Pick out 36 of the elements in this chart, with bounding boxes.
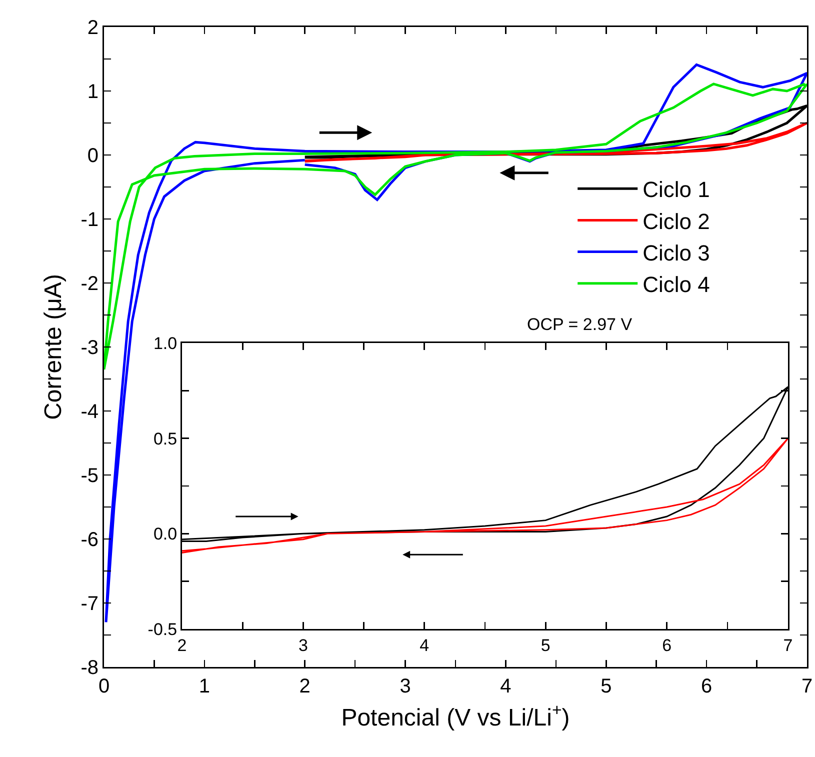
x-tick-label: 3 [400,676,411,698]
legend-label: Ciclo 3 [642,240,710,266]
line-series [104,82,807,371]
y-tick-label: 1.0 [153,334,178,353]
x-axis-title: Potencial (V vs Li/Li$^{+}$) [341,700,570,732]
y-tick-label: -1 [80,209,98,231]
x-tick-label: 5 [540,636,550,655]
y-tick-label: -8 [80,657,98,679]
y-tick-label: -0.5 [148,620,178,639]
line-series [182,438,788,554]
x-tick-label: 3 [298,636,308,655]
y-tick-label: 0 [87,145,98,167]
y-tick-label: -6 [80,529,98,551]
y-tick-label: -4 [80,401,98,423]
annotation: OCP = 2.97 V [527,315,633,334]
x-tick-label: 7 [783,636,793,655]
x-tick-label: 6 [701,676,712,698]
y-axis-title: Corrente (μA) [40,274,68,420]
y-tick-label: 0.5 [153,429,178,448]
x-tick-label: 2 [299,676,310,698]
y-tick-label: -5 [80,465,98,487]
x-tick-label: 1 [198,676,210,698]
x-tick-label: 5 [600,676,612,698]
y-tick-label: -7 [80,593,98,615]
y-tick-label: -2 [80,273,98,295]
y-tick-label: 1 [87,81,98,103]
x-tick-label: 4 [420,636,430,655]
y-tick-label: 2 [87,17,98,39]
x-tick-label: 6 [662,636,672,655]
y-tick-label: -3 [80,337,98,359]
x-tick-label: 4 [500,676,512,698]
legend-label: Ciclo 4 [642,272,710,297]
x-tick-label: 7 [801,676,813,698]
y-tick-label: 0.0 [153,524,178,544]
legend-label: Ciclo 1 [642,177,710,202]
legend-label: Ciclo 2 [642,208,710,234]
